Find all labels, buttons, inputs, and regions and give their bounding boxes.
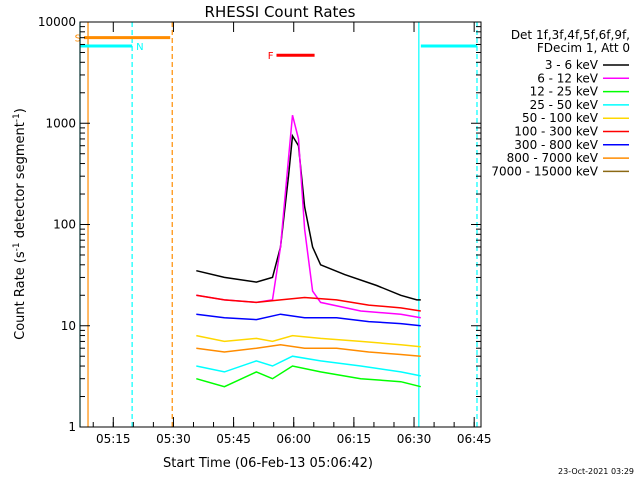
series-line <box>196 133 421 301</box>
y-tick-label: 100 <box>53 218 76 232</box>
x-tick-label: 05:15 <box>96 432 131 446</box>
x-axis-label: Start Time (06-Feb-13 05:06:42) <box>163 456 373 471</box>
y-tick-label: 1000 <box>45 116 76 130</box>
legend-entry-label: 300 - 800 keV <box>514 138 598 152</box>
state-flag-label: N <box>136 42 143 53</box>
legend-entry-label: 12 - 25 keV <box>530 85 599 99</box>
legend-entry-label: 50 - 100 keV <box>522 111 599 125</box>
x-tick-label: 05:30 <box>156 432 191 446</box>
legend-entry-label: 6 - 12 keV <box>537 71 599 85</box>
y-axis-label: Count Rate (s-1 detector segment-1) <box>12 108 28 340</box>
series-line <box>196 343 421 357</box>
plot-frame <box>79 21 482 428</box>
series-line <box>196 334 421 348</box>
series-line <box>196 115 421 319</box>
series-line <box>196 313 421 327</box>
series-line <box>196 365 421 388</box>
x-tick-label: 06:30 <box>397 432 432 446</box>
legend-header-2: FDecim 1, Att 0 <box>537 41 630 55</box>
x-tick-label: 06:15 <box>337 432 372 446</box>
x-tick-label: 05:45 <box>216 432 251 446</box>
state-flag-label: F <box>268 51 274 62</box>
legend-header-1: Det 1f,3f,4f,5f,6f,9f, <box>511 28 630 42</box>
y-tick-label: 1 <box>68 420 76 434</box>
x-tick-label: 06:45 <box>457 432 492 446</box>
legend-entry-label: 25 - 50 keV <box>530 98 599 112</box>
series-line <box>196 294 421 312</box>
chart-title: RHESSI Count Rates <box>205 3 356 21</box>
y-tick-label: 10000 <box>38 15 76 29</box>
series-line <box>196 355 421 377</box>
generation-timestamp: 23-Oct-2021 03:29 <box>558 467 634 476</box>
legend-entry-label: 100 - 300 keV <box>514 125 598 139</box>
legend-entry-label: 800 - 7000 keV <box>507 151 599 165</box>
legend-entry-label: 7000 - 15000 keV <box>491 164 598 178</box>
legend-entry-label: 3 - 6 keV <box>545 58 599 72</box>
y-tick-label: 10 <box>61 319 76 333</box>
state-flag-label: S <box>75 34 81 45</box>
x-tick-label: 06:00 <box>276 432 311 446</box>
